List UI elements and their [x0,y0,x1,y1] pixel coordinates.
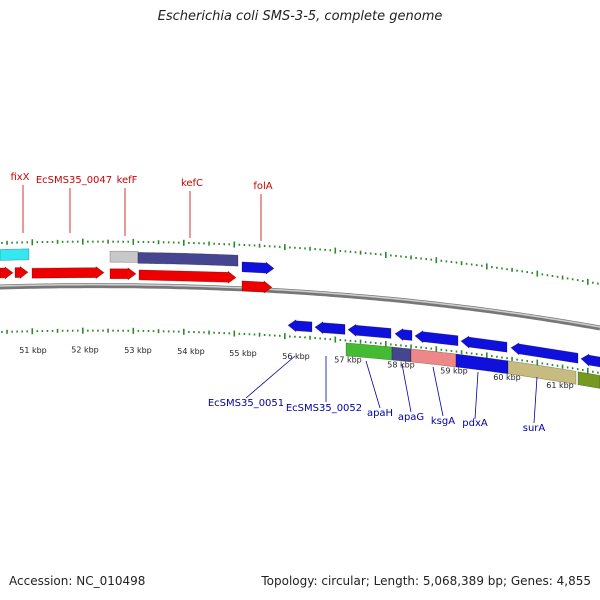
kbp-ruler: 51 kbp 52 kbp 53 kbp 54 kbp 55 kbp 56 kbp 57 k… [19,346,574,391]
olive-segment[interactable] [577,371,600,389]
bottom-gene-leader [474,371,479,420]
accession-text: Accession: NC_010498 [9,574,146,588]
ruler-label: 58 kbp [387,360,415,369]
bottom-gene-label: apaH [367,408,393,419]
cyan-segment[interactable] [0,248,30,261]
ruler-label: 54 kbp [177,347,205,356]
forward-red-arrow[interactable] [31,266,105,280]
bottom-gene-label: EcSMS35_0051 [208,398,284,409]
ruler-label: 61 kbp [546,381,574,390]
top-gene-label: fixX [10,172,29,183]
forward-red-arrow[interactable] [241,280,273,294]
reverse-blue-arrow[interactable] [460,335,508,353]
top-gene-label: folA [253,181,272,192]
ruler-label: 56 kbp [282,352,310,361]
ruler-label: 60 kbp [493,373,521,382]
feature-track[interactable] [0,248,600,389]
backbone-track [0,283,600,331]
ruler-label: 55 kbp [229,349,257,358]
pink-segment[interactable] [410,348,457,368]
reverse-blue-arrow[interactable] [510,342,579,364]
forward-red-arrow[interactable] [14,265,29,280]
reverse-blue-arrow[interactable] [394,328,413,342]
reverse-blue-arrow[interactable] [580,353,600,368]
top-gene-label: kefF [117,175,138,186]
bottom-gene-leader [533,376,538,424]
reverse-blue-arrow[interactable] [347,323,392,339]
ruler-label: 51 kbp [19,346,47,355]
ruler-label: 52 kbp [71,346,99,355]
ruler-label: 57 kbp [334,356,362,365]
top-gene-label: EcSMS35_0047 [36,175,112,186]
top-gene-label: kefC [181,178,203,189]
reverse-blue-arrow[interactable] [287,319,313,333]
backbone-highlight [0,283,600,328]
forward-red-arrow[interactable] [109,267,137,281]
bottom-gene-label: apaG [398,412,424,423]
reverse-blue-arrow[interactable] [314,321,346,335]
ruler-label: 59 kbp [440,366,468,375]
bottom-gene-leader [245,355,296,399]
tan-segment[interactable] [507,360,577,385]
bottom-gene-leader [432,366,444,417]
bottom-tick-track [1,327,599,374]
ruler-label: 53 kbp [124,346,152,355]
bottom-gene-label: ksgA [431,416,455,427]
forward-blue-arrow[interactable] [241,261,275,275]
genome-summary-text: Topology: circular; Length: 5,068,389 bp… [261,574,591,588]
genome-title: Escherichia coli SMS-3-5, complete genom… [157,9,443,24]
bottom-gene-label: surA [523,423,546,434]
bottom-gene-leader [401,363,412,413]
gray-segment[interactable] [109,250,139,263]
slate-segment[interactable] [137,252,239,267]
top-tick-track [1,238,599,285]
bottom-gene-label: EcSMS35_0052 [286,403,362,414]
bottom-gene-label: pdxA [462,418,488,429]
top-gene-labels: fixX EcSMS35_0047 kefF kefC folA [10,172,273,241]
bottom-gene-labels: EcSMS35_0051 EcSMS35_0052 apaH apaG ksgA pdxA… [208,355,546,434]
backbone-line [0,283,600,331]
forward-red-arrow[interactable] [138,269,237,284]
reverse-blue-arrow[interactable] [414,330,459,347]
forward-red-arrow[interactable] [0,266,14,280]
bottom-gene-leader [365,360,381,409]
